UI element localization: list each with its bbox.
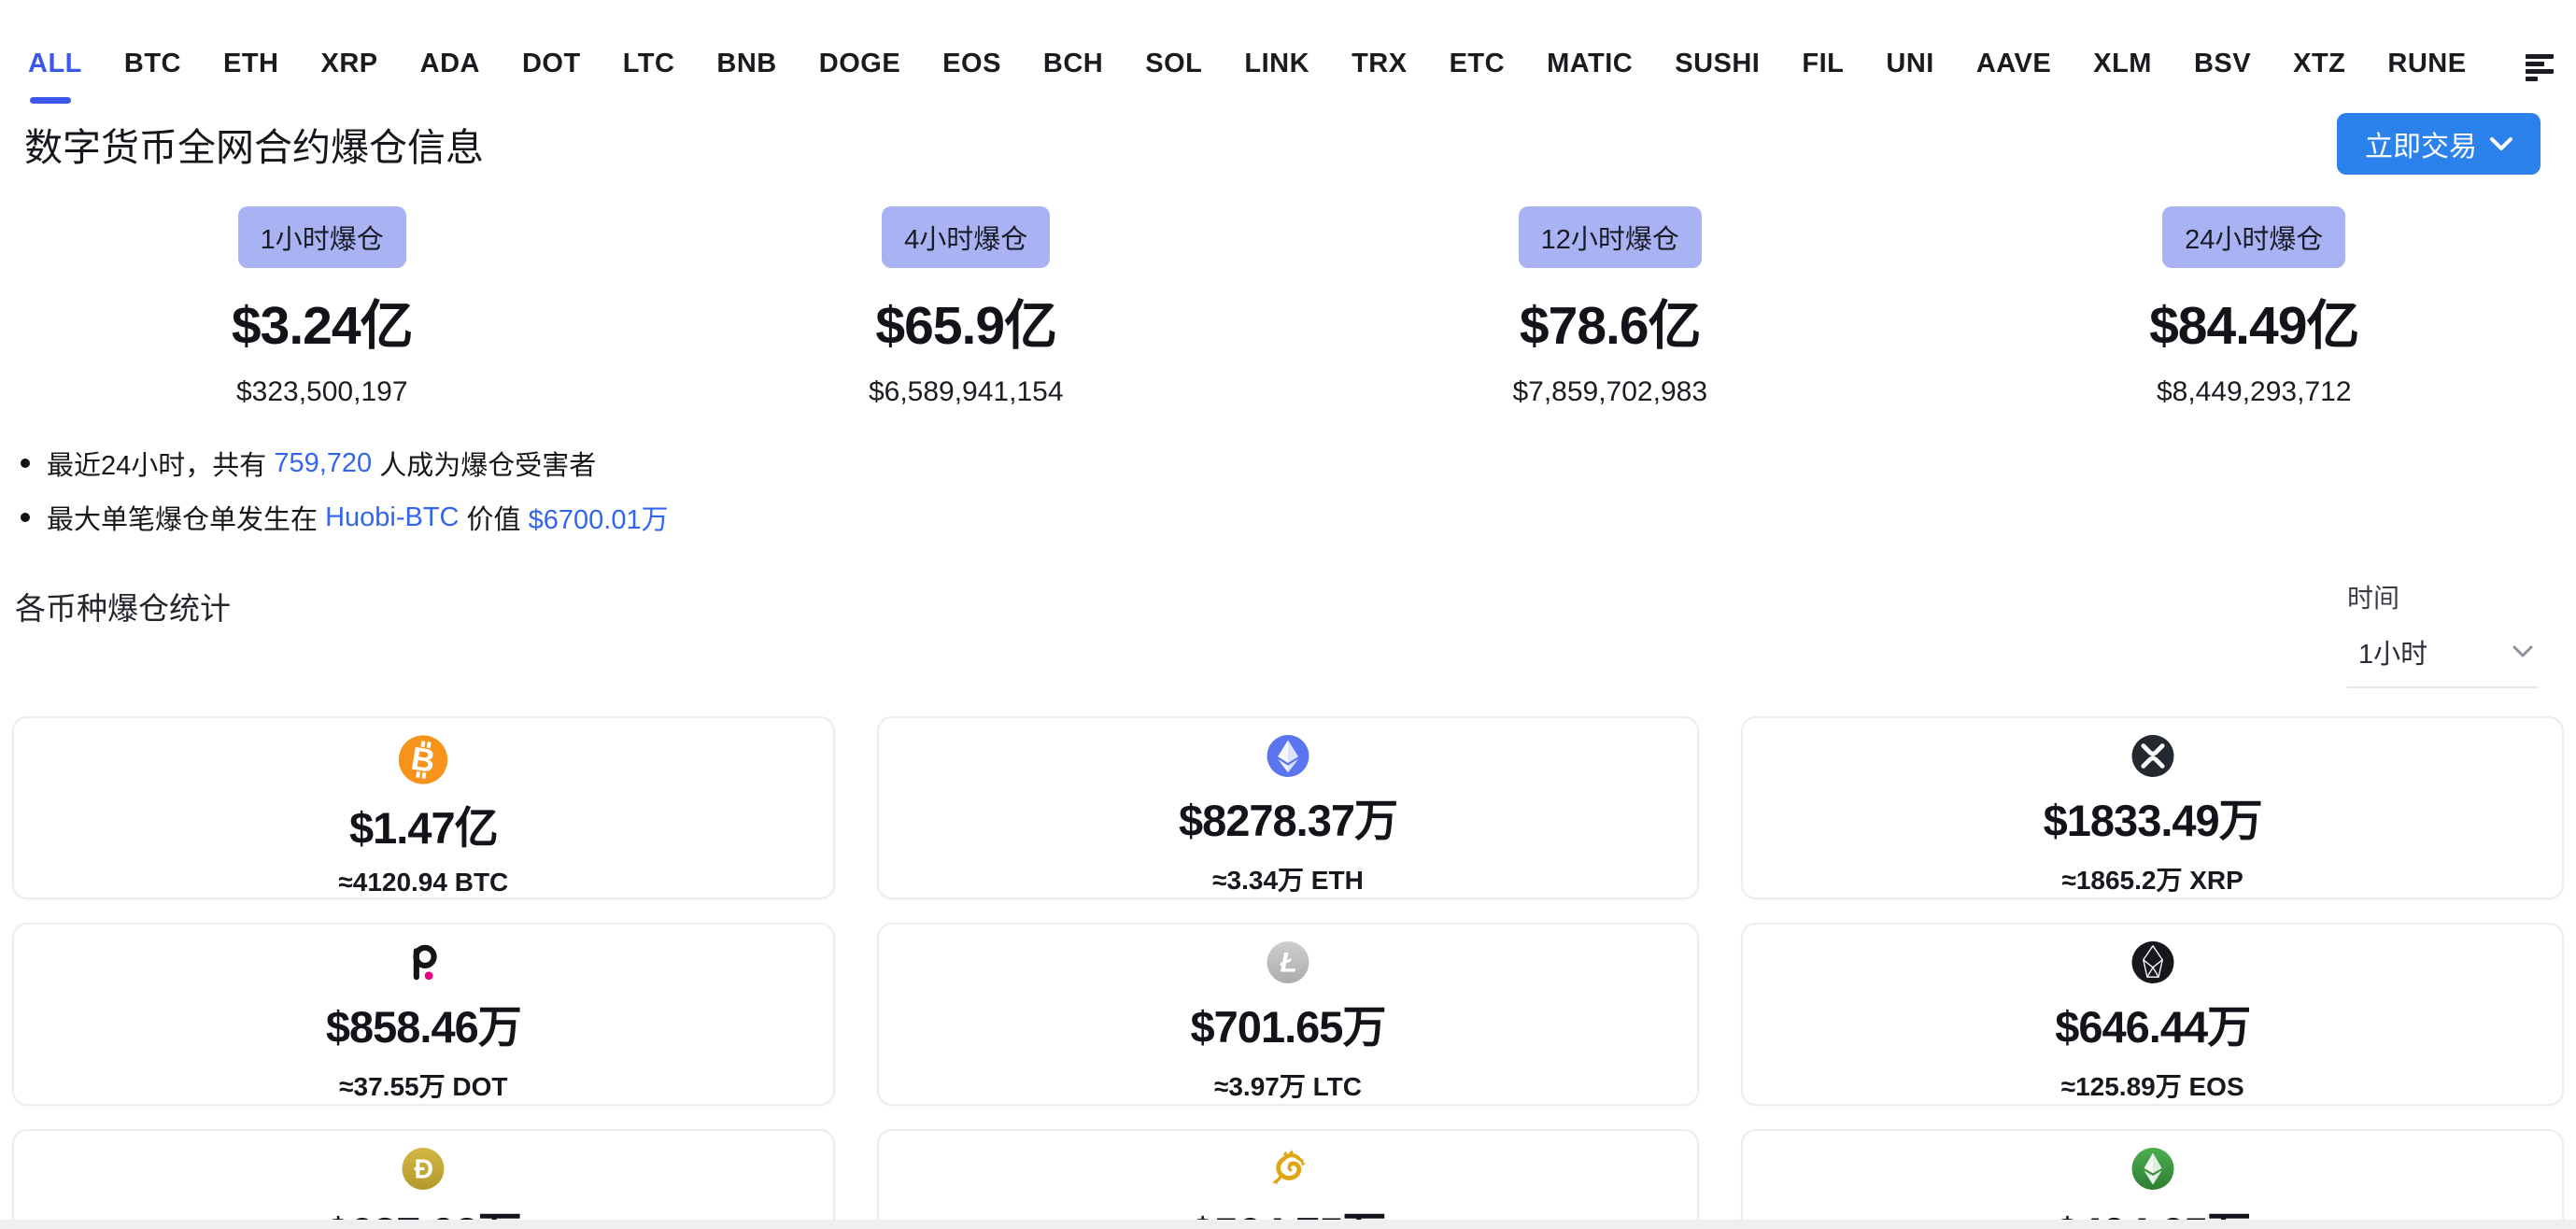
bullet-icon [21,459,30,468]
nav-item-sol[interactable]: SOL [1145,49,1203,78]
nav-item-dot[interactable]: DOT [521,49,581,78]
nav-item-label: ALL [28,49,82,78]
time-select[interactable]: 1小时 [2347,632,2539,688]
coin-card-dot: $858.46万 ≈37.55万 DOT [12,923,835,1106]
coin-liquidation-amount: ≈3.34万 ETH [1212,866,1364,895]
btc-icon: B [399,735,448,784]
victim-count-link[interactable]: 759,720 [274,447,373,478]
coin-card-ltc: Ł $701.65万 ≈3.97万 LTC [876,923,1700,1106]
coin-card-bsv: $564.75万 ≈3.3万 BSV [876,1129,1700,1229]
nav-item-bnb[interactable]: BNB [716,49,777,78]
nav-item-trx[interactable]: TRX [1352,49,1408,78]
coin-liquidation-value: $858.46万 [325,1002,522,1052]
coin-card-btc: B $1.47亿 ≈4120.94 BTC [12,716,835,899]
nav-item-ada[interactable]: ADA [419,49,480,78]
stat-value: $78.6亿 [1519,296,1702,356]
header-row: 数字货币全网合约爆仓信息 立即交易 [0,104,2576,175]
stat-detail: $7,859,702,983 [1512,376,1708,407]
bsv-dragon-icon [1271,1150,1307,1184]
nav-item-bsv[interactable]: BSV [2193,49,2252,78]
nav-item-all[interactable]: ALL [28,49,82,104]
coin-cards-grid: B $1.47亿 ≈4120.94 BTC $8278.37万 ≈3.34万 E… [0,716,2576,1229]
nav-item-xtz[interactable]: XTZ [2293,49,2346,78]
ltc-icon: Ł [1267,941,1309,983]
coin-liquidation-amount: ≈4120.94 BTC [338,868,509,897]
section-header: 各币种爆仓统计 时间 1小时 [0,552,2576,688]
coin-card-eos: $646.44万 ≈125.89万 EOS [1741,923,2564,1106]
dot-icon [413,944,437,981]
time-select-value: 1小时 [2358,640,2428,670]
coin-liquidation-value: $8278.37万 [1178,796,1398,845]
time-filter: 时间 1小时 [2347,578,2539,688]
coin-liquidation-value: $701.65万 [1190,1002,1387,1052]
coin-card-doge: Ð $637.02万 ≈1855.98万 DOGE [12,1129,835,1229]
bullet-icon [21,513,30,522]
coin-liquidation-value: $1833.49万 [2043,796,2263,845]
note-victims: 最近24小时，共有 759,720 人成为爆仓受害者 [13,444,2576,483]
nav-item-bch[interactable]: BCH [1042,49,1104,78]
nav-item-eos[interactable]: EOS [942,49,1001,78]
stat-value: $3.24亿 [231,296,414,356]
nav-item-doge[interactable]: DOGE [818,49,901,78]
svg-text:Ð: Ð [415,1155,434,1185]
eos-icon [2131,941,2174,983]
etc-icon [2131,1148,2174,1190]
liquidation-stats: 1小时爆仓 $3.24亿 $323,500,197 4小时爆仓 $65.9亿 $… [0,206,2576,408]
section-title: 各币种爆仓统计 [15,591,231,626]
coin-liquidation-amount: ≈3.97万 LTC [1213,1072,1362,1101]
stat-badge: 4小时爆仓 [882,206,1051,268]
xrp-icon [2131,735,2174,777]
page-title: 数字货币全网合约爆仓信息 [24,126,484,169]
coin-liquidation-amount: ≈1865.2万 XRP [2061,866,2243,895]
nav-item-etc[interactable]: ETC [1449,49,1506,78]
nav-item-uni[interactable]: UNI [1886,49,1934,78]
coin-card-xrp: $1833.49万 ≈1865.2万 XRP [1741,716,2564,899]
stat-badge: 24小时爆仓 [2162,206,2346,268]
coin-card-eth: $8278.37万 ≈3.34万 ETH [876,716,1700,899]
active-tab-underline-icon [30,97,71,104]
trade-now-label: 立即交易 [2365,132,2477,162]
nav-item-matic[interactable]: MATIC [1547,49,1634,78]
nav-item-rune[interactable]: RUNE [2387,49,2467,78]
coin-card-etc: $404.65万 ≈8.32万 ETC [1741,1129,2564,1229]
stat-detail: $6,589,941,154 [868,376,1064,407]
nav-item-link[interactable]: LINK [1244,49,1310,78]
stat-badge: 1小时爆仓 [237,206,406,268]
coin-liquidation-amount: ≈125.89万 EOS [2060,1072,2244,1101]
stat-value: $84.49亿 [2149,296,2359,356]
coin-liquidation-value: $646.44万 [2055,1002,2251,1052]
nav-item-sushi[interactable]: SUSHI [1675,49,1761,78]
note-largest-order: 最大单笔爆仓单发生在 Huobi-BTC 价值 $6700.01万 [13,498,2576,537]
stat-1h: 1小时爆仓 $3.24亿 $323,500,197 [0,206,644,408]
stat-value: $65.9亿 [875,296,1057,356]
chevron-down-icon [2512,645,2533,657]
time-filter-label: 时间 [2347,584,2400,613]
notes: 最近24小时，共有 759,720 人成为爆仓受害者 最大单笔爆仓单发生在 Hu… [13,444,2576,537]
doge-icon: Ð [402,1148,445,1190]
stat-24h: 24小时爆仓 $84.49亿 $8,449,293,712 [1932,206,2576,408]
nav-item-xlm[interactable]: XLM [2093,49,2152,78]
bottom-divider [0,1220,2576,1229]
exchange-pair-link[interactable]: Huobi-BTC [325,501,460,532]
stat-detail: $8,449,293,712 [2156,376,2352,407]
nav-item-fil[interactable]: FIL [1802,49,1845,78]
stat-4h: 4小时爆仓 $65.9亿 $6,589,941,154 [644,206,1289,408]
ticker-nav: ALL BTC ETH XRP ADA DOT LTC BNB DOGE EOS… [0,0,2576,104]
chevron-down-icon [2490,136,2512,150]
nav-item-ltc[interactable]: LTC [622,49,675,78]
nav-item-aave[interactable]: AAVE [1975,49,2052,78]
trade-now-button[interactable]: 立即交易 [2337,113,2541,175]
coin-liquidation-amount: ≈37.55万 DOT [339,1072,508,1101]
stat-detail: $323,500,197 [235,376,408,407]
svg-text:Ł: Ł [1280,948,1297,979]
nav-item-eth[interactable]: ETH [222,49,279,78]
nav-item-btc[interactable]: BTC [123,49,181,78]
stat-badge: 12小时爆仓 [1518,206,1702,268]
stat-12h: 12小时爆仓 $78.6亿 $7,859,702,983 [1288,206,1932,408]
nav-item-xrp[interactable]: XRP [320,49,378,78]
coin-liquidation-value: $1.47亿 [349,803,499,853]
eth-icon [1267,735,1309,777]
more-list-icon[interactable] [2525,54,2557,87]
largest-order-value-link[interactable]: $6700.01万 [528,505,669,535]
